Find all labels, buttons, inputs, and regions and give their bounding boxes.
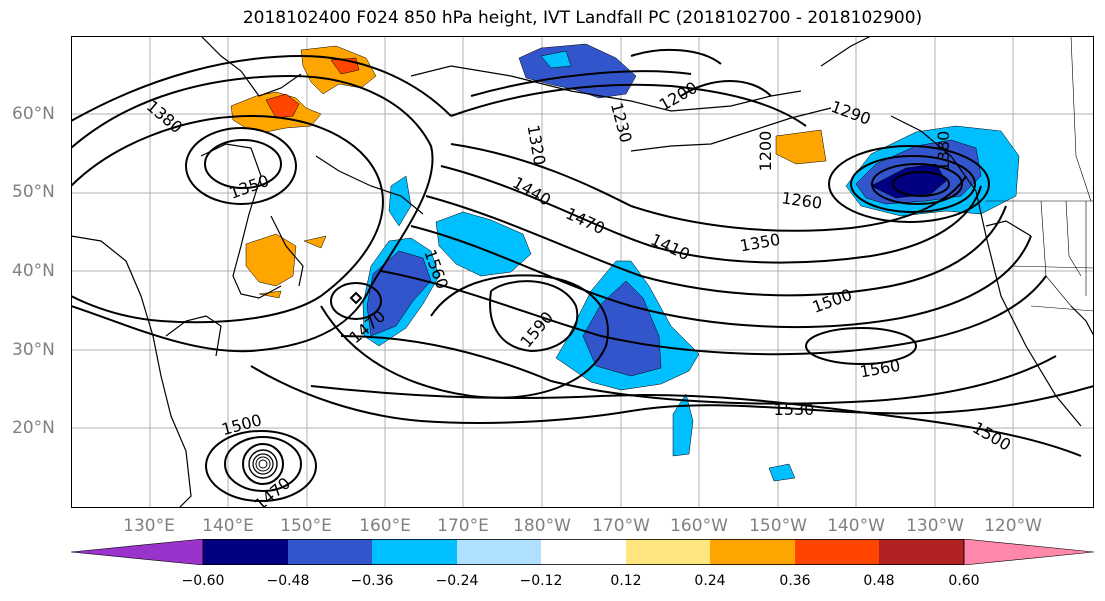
lon-label-130e: 130°E — [123, 516, 175, 536]
lon-label-180w: 180°W — [513, 516, 571, 536]
lat-label-50n: 50°N — [12, 182, 55, 202]
lon-label-140e: 140°E — [202, 516, 254, 536]
colorbar-tick: 0.48 — [863, 573, 895, 589]
contour-label: 1320 — [524, 123, 550, 166]
colorbar-tick: 0.36 — [779, 573, 811, 589]
lon-label-140w: 140°W — [827, 516, 885, 536]
coastlines — [71, 36, 1094, 508]
colorbar-tick: −0.12 — [519, 573, 563, 589]
contour-label: 1410 — [648, 230, 693, 264]
lon-label-120w: 120°W — [984, 516, 1042, 536]
contour-label: 1500 — [969, 418, 1014, 455]
contour-label: 1590 — [516, 308, 557, 351]
colorbar-tick: −0.48 — [266, 573, 310, 589]
colorbar-tick: −0.24 — [435, 573, 479, 589]
lon-label-160e: 160°E — [359, 516, 411, 536]
lat-label-60n: 60°N — [12, 104, 55, 124]
lat-label-20n: 20°N — [12, 418, 55, 438]
colorbar-segment — [626, 539, 710, 565]
contour-label: 1530 — [774, 400, 815, 419]
contour-label: 1500 — [219, 410, 263, 439]
lon-label-130w: 130°W — [906, 516, 964, 536]
colorbar-lower-extend — [71, 539, 204, 565]
contour-label: 1350 — [738, 230, 781, 256]
map-title: 2018102400 F024 850 hPa height, IVT Land… — [242, 8, 923, 28]
contour-label: 1470 — [563, 204, 608, 238]
contour-label: 1230 — [607, 100, 636, 144]
colorbar-segment — [288, 539, 372, 565]
colorbar-segment — [879, 539, 964, 565]
colorbar-tick: 0.24 — [694, 573, 726, 589]
colorbar — [71, 539, 1094, 565]
lon-label-150w: 150°W — [749, 516, 807, 536]
colorbar-segment — [203, 539, 288, 565]
lat-label-30n: 30°N — [12, 340, 55, 360]
lon-label-170e: 170°E — [437, 516, 489, 536]
contour-label: 1260 — [780, 188, 823, 212]
colorbar-segment — [710, 539, 795, 565]
colorbar-segment — [372, 539, 457, 565]
lon-label-150e: 150°E — [280, 516, 332, 536]
colorbar-segment — [795, 539, 879, 565]
contour-label: 1500 — [810, 285, 855, 317]
contour-label: 1440 — [509, 173, 554, 210]
colorbar-tick: 0.60 — [948, 573, 980, 589]
colorbar-segment — [457, 539, 541, 565]
contour-label: 1560 — [858, 356, 901, 382]
colorbar-upper-extend — [963, 539, 1094, 565]
map-panel: 1380 1350 1320 1230 1200 1290 1200 1380 … — [71, 36, 1094, 508]
colorbar-segment — [541, 539, 626, 565]
lon-label-170w: 170°W — [592, 516, 650, 536]
lat-label-40n: 40°N — [12, 261, 55, 281]
contour-label: 1200 — [756, 131, 775, 172]
ivt-positive-shading — [230, 45, 827, 299]
colorbar-tick: −0.36 — [350, 573, 394, 589]
colorbar-tick: −0.60 — [181, 573, 225, 589]
contour-label: 1380 — [934, 131, 953, 172]
height-contours — [71, 48, 1094, 502]
map-frame — [71, 36, 1094, 508]
contour-label: 1350 — [227, 171, 272, 203]
contour-label: 1290 — [829, 97, 874, 129]
lon-label-160w: 160°W — [670, 516, 728, 536]
colorbar-tick: 0.12 — [610, 573, 642, 589]
